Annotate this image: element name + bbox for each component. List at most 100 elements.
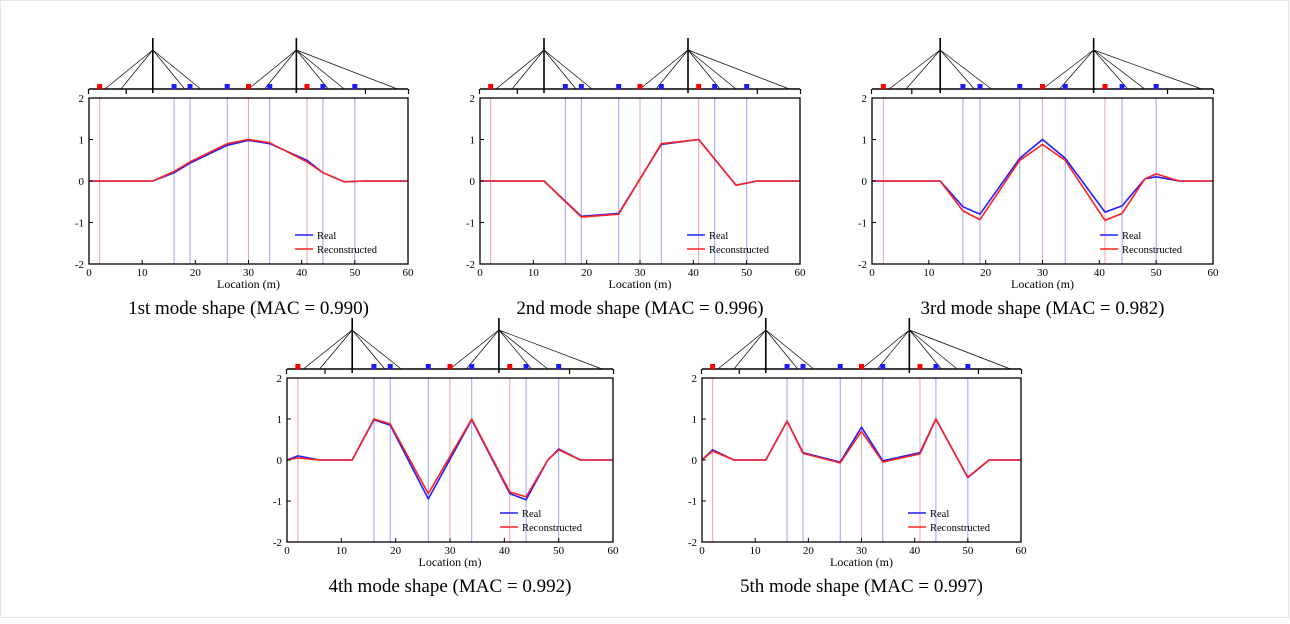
y-tick-label: -1	[273, 496, 282, 508]
y-tick-label: -2	[75, 259, 84, 271]
blue-sensor-marker	[933, 364, 939, 369]
y-tick-label: 1	[692, 414, 698, 426]
blue-sensor-marker	[965, 364, 971, 369]
legend-label-real: Real	[930, 509, 949, 520]
blue-sensor-marker	[880, 364, 886, 369]
series-line-reconstructed	[286, 418, 613, 498]
y-tick-label: 0	[277, 455, 283, 467]
stay-cable	[1059, 49, 1094, 90]
stay-cable	[264, 49, 297, 90]
stay-cable	[765, 329, 798, 370]
stay-cable	[152, 49, 185, 90]
stay-cable	[1093, 49, 1146, 90]
blue-sensor-marker	[744, 84, 750, 89]
series-line-reconstructed	[701, 418, 1021, 479]
stay-cable	[639, 49, 689, 90]
x-tick-label: 60	[608, 545, 620, 557]
x-axis-title: Location (m)	[419, 555, 482, 569]
legend-label-real: Real	[522, 509, 541, 520]
blue-sensor-marker	[1119, 84, 1125, 89]
series-line-reconstructed	[872, 143, 1213, 222]
x-tick-label: 30	[243, 267, 255, 279]
y-tick-label: 2	[277, 373, 283, 385]
stay-cable	[351, 329, 386, 370]
x-tick-label: 10	[336, 545, 348, 557]
x-tick-label: 30	[635, 267, 647, 279]
y-tick-label: 0	[692, 455, 698, 467]
blue-sensor-marker	[977, 84, 983, 89]
legend-label-reconstructed: Reconstructed	[522, 523, 583, 534]
x-tick-label: 60	[403, 267, 415, 279]
y-tick-label: 1	[79, 135, 85, 147]
x-tick-label: 40	[909, 545, 921, 557]
x-tick-label: 20	[190, 267, 202, 279]
mode-caption: 5th mode shape (MAC = 0.997)	[740, 576, 983, 597]
y-tick-label: 2	[692, 373, 698, 385]
blue-sensor-marker	[523, 364, 529, 369]
y-tick-label: -1	[688, 496, 697, 508]
x-tick-label: 50	[349, 267, 361, 279]
blue-sensor-marker	[556, 364, 562, 369]
x-tick-label: 30	[856, 545, 868, 557]
x-tick-label: 0	[699, 545, 705, 557]
blue-sensor-marker	[187, 84, 193, 89]
blue-sensor-marker	[1062, 84, 1068, 89]
stay-cable	[120, 49, 154, 90]
red-sensor-marker	[246, 84, 251, 89]
x-tick-label: 40	[499, 545, 511, 557]
stay-cable	[765, 329, 814, 370]
red-sensor-marker	[1040, 84, 1045, 89]
y-tick-label: 1	[277, 414, 283, 426]
x-tick-label: 60	[1208, 267, 1220, 279]
stay-cable	[1093, 49, 1129, 90]
mode-caption: 2nd mode shape (MAC = 0.996)	[516, 298, 763, 319]
x-axis-title: Location (m)	[1011, 277, 1074, 291]
blue-sensor-marker	[960, 84, 966, 89]
stay-cable	[733, 329, 767, 370]
red-sensor-marker	[295, 364, 301, 369]
stay-cable	[877, 329, 910, 370]
x-tick-label: 40	[296, 267, 308, 279]
red-sensor-marker	[859, 364, 864, 369]
mode-caption: 3rd mode shape (MAC = 0.982)	[921, 298, 1165, 319]
x-tick-label: 30	[1037, 267, 1049, 279]
blue-sensor-marker	[578, 84, 584, 89]
x-tick-label: 50	[962, 545, 974, 557]
y-tick-label: -2	[466, 259, 475, 271]
y-tick-label: -2	[858, 259, 867, 271]
stay-cable	[905, 49, 941, 90]
stay-cable	[687, 49, 790, 90]
y-tick-label: -1	[75, 218, 84, 230]
x-tick-label: 60	[1016, 545, 1028, 557]
legend-label-reconstructed: Reconstructed	[317, 245, 378, 256]
blue-sensor-marker	[712, 84, 718, 89]
blue-sensor-marker	[562, 84, 568, 89]
blue-sensor-marker	[224, 84, 230, 89]
stay-cable	[466, 329, 500, 370]
series-line-reconstructed	[480, 138, 800, 218]
red-sensor-marker	[917, 364, 923, 369]
stay-cable	[104, 49, 154, 90]
blue-sensor-marker	[371, 364, 377, 369]
stay-cable	[909, 329, 942, 370]
y-tick-label: -1	[858, 218, 867, 230]
stay-cable	[319, 329, 353, 370]
stay-cable	[1093, 49, 1202, 90]
x-tick-label: 0	[477, 267, 483, 279]
blue-sensor-marker	[616, 84, 622, 89]
stay-cable	[909, 329, 958, 370]
x-tick-label: 20	[980, 267, 992, 279]
x-tick-label: 0	[284, 545, 290, 557]
y-tick-label: -2	[273, 537, 282, 549]
y-tick-label: 2	[79, 93, 85, 105]
stay-cable	[498, 329, 549, 370]
blue-sensor-marker	[352, 84, 358, 89]
blue-sensor-marker	[267, 84, 273, 89]
stay-cable	[543, 49, 577, 90]
legend-label-reconstructed: Reconstructed	[1122, 245, 1183, 256]
